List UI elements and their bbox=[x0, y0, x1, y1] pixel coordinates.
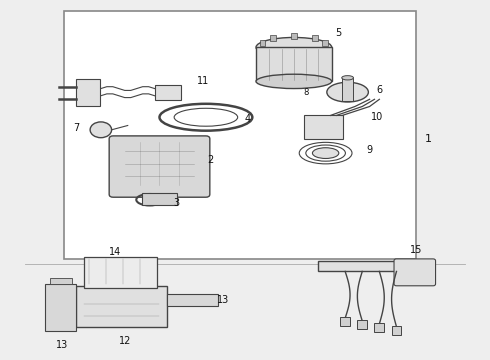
Text: 15: 15 bbox=[410, 245, 422, 255]
Ellipse shape bbox=[342, 76, 353, 80]
Text: 4: 4 bbox=[245, 114, 250, 124]
Text: 8: 8 bbox=[303, 87, 309, 96]
Ellipse shape bbox=[256, 37, 332, 57]
Bar bbox=[340, 317, 350, 326]
Text: 9: 9 bbox=[367, 144, 373, 154]
Bar bbox=[322, 40, 328, 46]
Bar bbox=[392, 325, 401, 334]
Text: 2: 2 bbox=[208, 155, 214, 165]
Text: 5: 5 bbox=[335, 28, 341, 38]
Bar bbox=[291, 33, 297, 40]
Ellipse shape bbox=[327, 82, 368, 102]
Text: 13: 13 bbox=[217, 295, 229, 305]
Bar bbox=[143, 193, 176, 205]
Bar bbox=[270, 35, 276, 41]
Text: 10: 10 bbox=[371, 112, 383, 122]
Ellipse shape bbox=[256, 74, 332, 89]
Bar bbox=[312, 35, 318, 41]
Bar bbox=[318, 261, 409, 271]
Bar bbox=[49, 278, 72, 284]
Bar bbox=[260, 40, 266, 46]
Bar bbox=[342, 78, 353, 101]
Circle shape bbox=[90, 122, 112, 138]
Bar bbox=[167, 294, 218, 306]
Bar bbox=[256, 47, 332, 81]
Text: 7: 7 bbox=[74, 123, 79, 133]
Text: 6: 6 bbox=[376, 85, 382, 95]
Text: 14: 14 bbox=[109, 247, 122, 257]
Text: 13: 13 bbox=[56, 340, 68, 350]
Bar bbox=[45, 284, 76, 330]
Text: 3: 3 bbox=[173, 198, 180, 208]
Text: 12: 12 bbox=[119, 336, 131, 346]
Bar bbox=[304, 116, 343, 139]
FancyBboxPatch shape bbox=[64, 12, 416, 259]
Bar bbox=[357, 320, 367, 329]
Bar bbox=[76, 79, 100, 106]
Ellipse shape bbox=[313, 148, 339, 158]
Bar bbox=[374, 323, 384, 332]
Bar bbox=[76, 286, 167, 327]
Bar bbox=[84, 257, 157, 288]
Text: 1: 1 bbox=[425, 134, 432, 144]
FancyBboxPatch shape bbox=[109, 136, 210, 197]
Text: 11: 11 bbox=[197, 76, 210, 86]
Bar bbox=[155, 85, 181, 100]
FancyBboxPatch shape bbox=[394, 259, 436, 286]
